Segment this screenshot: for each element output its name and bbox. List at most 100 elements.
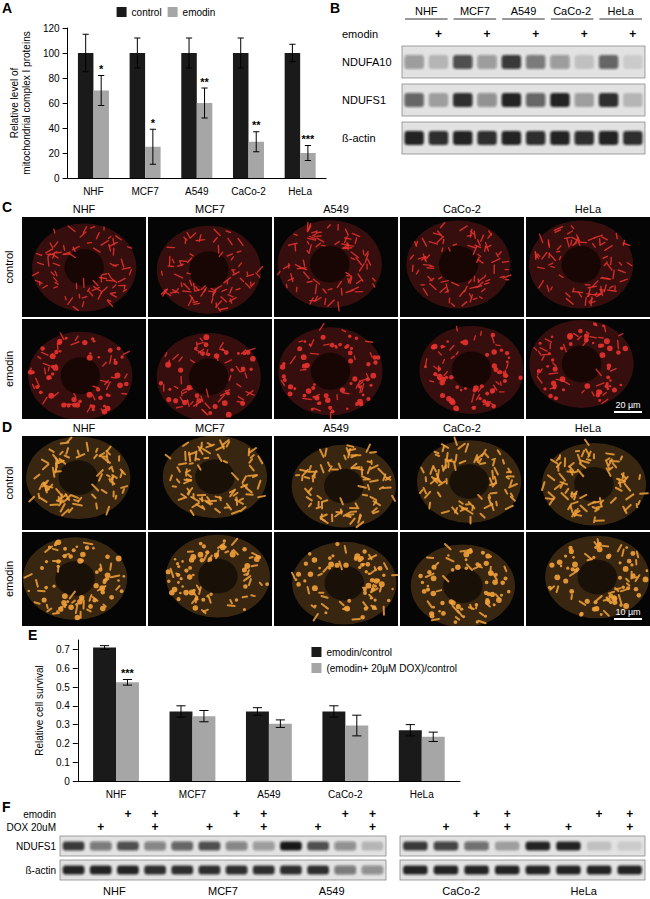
svg-text:+: + [152,820,159,834]
svg-text:40: 40 [48,123,60,134]
svg-text:NHF: NHF [73,203,96,215]
svg-text:+: + [565,820,572,834]
svg-text:HeLa: HeLa [571,885,598,897]
svg-text:+: + [369,807,376,821]
svg-text:control: control [3,466,15,499]
svg-text:MCF7: MCF7 [460,5,490,17]
svg-text:NDUFS1: NDUFS1 [16,841,56,852]
svg-text:emodin: emodin [23,809,56,820]
svg-text:NHF: NHF [73,422,96,434]
svg-text:+: + [342,807,349,821]
svg-text:+: + [504,807,511,821]
svg-text:HeLa: HeLa [410,789,434,800]
svg-text:A: A [2,0,12,16]
svg-text:+: + [596,807,603,821]
svg-text:*: * [151,117,156,129]
svg-text:**: ** [200,76,209,88]
svg-text:ß-actin: ß-actin [342,132,376,144]
svg-text:CaCo-2: CaCo-2 [553,5,591,17]
svg-text:100: 100 [43,48,60,59]
svg-text:(emodin+ 20μM DOX)/control: (emodin+ 20μM DOX)/control [326,663,457,674]
svg-text:+: + [97,820,104,834]
svg-text:HeLa: HeLa [575,203,602,215]
svg-text:C: C [2,199,12,215]
svg-text:+: + [233,807,240,821]
svg-text:CaCo-2: CaCo-2 [443,422,481,434]
svg-text:+: + [626,820,633,834]
svg-text:HeLa: HeLa [288,186,312,197]
svg-text:+: + [473,807,480,821]
svg-text:control: control [132,7,162,18]
svg-text:emodin: emodin [3,561,15,597]
svg-text:0.1: 0.1 [56,757,70,768]
svg-text:0: 0 [54,173,60,184]
svg-text:A549: A549 [323,422,349,434]
svg-text:emodin: emodin [183,7,216,18]
svg-text:A549: A549 [323,203,349,215]
svg-text:F: F [2,799,11,815]
svg-text:0.4: 0.4 [56,700,70,711]
svg-text:0.2: 0.2 [56,738,70,749]
svg-text:A549: A549 [257,789,281,800]
svg-text:emodin: emodin [3,351,15,387]
svg-text:NDUFS1: NDUFS1 [342,94,386,106]
svg-text:+: + [206,820,213,834]
svg-text:10 µm: 10 µm [615,607,640,617]
svg-text:MCF7: MCF7 [179,789,207,800]
svg-text:NHF: NHF [103,885,126,897]
svg-text:20 µm: 20 µm [615,400,640,410]
svg-text:0.6: 0.6 [56,663,70,674]
svg-text:mitochondrial complex I protei: mitochondrial complex I proteins [21,31,32,174]
svg-text:emodin: emodin [342,28,378,40]
svg-text:CaCo-2: CaCo-2 [328,789,363,800]
svg-text:NHF: NHF [415,5,438,17]
svg-text:20: 20 [48,148,60,159]
svg-text:Relative cell survival: Relative cell survival [34,665,45,756]
svg-text:0.3: 0.3 [56,719,70,730]
svg-text:HeLa: HeLa [608,5,635,17]
svg-text:control: control [3,250,15,283]
svg-text:MCF7: MCF7 [195,422,225,434]
svg-text:0.7: 0.7 [56,644,70,655]
svg-text:MCF7: MCF7 [131,186,159,197]
svg-text:+: + [152,807,159,821]
svg-text:NDUFA10: NDUFA10 [342,56,392,68]
svg-text:MCF7: MCF7 [208,885,238,897]
svg-text:*: * [99,63,104,75]
svg-text:DOX 20uM: DOX 20uM [7,822,56,833]
svg-text:A549: A549 [319,885,345,897]
svg-text:CaCo-2: CaCo-2 [443,203,481,215]
svg-text:0.5: 0.5 [56,682,70,693]
svg-text:***: *** [301,133,315,145]
svg-text:80: 80 [48,73,60,84]
svg-text:D: D [2,419,12,435]
svg-text:A549: A549 [511,5,537,17]
svg-text:MCF7: MCF7 [195,203,225,215]
svg-text:CaCo-2: CaCo-2 [231,186,266,197]
svg-text:ß-actin: ß-actin [25,865,56,876]
svg-text:0: 0 [64,776,70,787]
svg-text:+: + [626,807,633,821]
svg-text:emodin/control: emodin/control [326,647,392,658]
svg-text:***: *** [121,667,135,679]
svg-text:+: + [484,27,491,41]
svg-text:+: + [260,807,267,821]
svg-text:+: + [442,820,449,834]
svg-text:Relative level of: Relative level of [9,67,20,138]
svg-text:+: + [435,27,442,41]
svg-text:+: + [315,820,322,834]
svg-text:+: + [532,27,539,41]
svg-text:**: ** [252,119,261,131]
svg-text:HeLa: HeLa [575,422,602,434]
svg-text:B: B [330,0,340,16]
svg-text:NHF: NHF [83,186,104,197]
svg-text:NHF: NHF [106,789,127,800]
svg-text:+: + [504,820,511,834]
svg-text:CaCo-2: CaCo-2 [442,885,480,897]
svg-text:+: + [581,27,588,41]
svg-text:120: 120 [43,23,60,34]
svg-text:+: + [369,820,376,834]
svg-text:E: E [28,627,37,643]
svg-text:+: + [629,27,636,41]
svg-text:60: 60 [48,98,60,109]
